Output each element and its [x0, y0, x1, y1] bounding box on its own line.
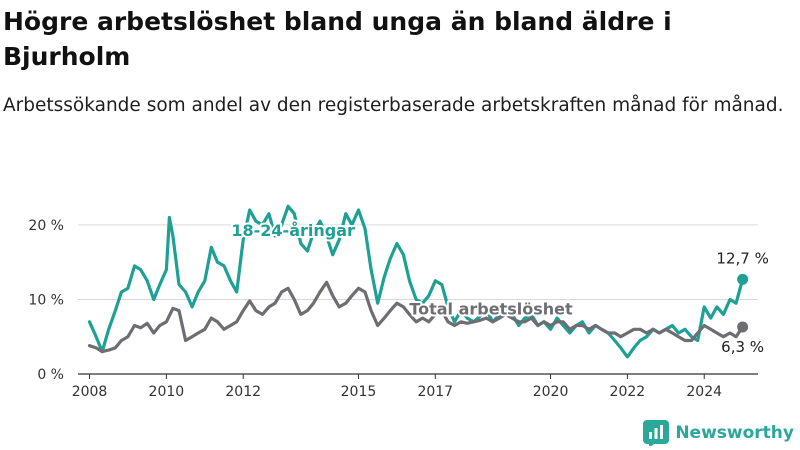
newsworthy-logo-icon	[643, 420, 670, 446]
x-tick-label: 2015	[341, 384, 377, 400]
end-point-total	[737, 321, 749, 333]
x-tick-label: 2010	[149, 384, 185, 400]
series-label-youth: 18-24-åringar	[231, 221, 355, 240]
x-tick-label: 2017	[417, 384, 453, 400]
x-tick-label: 2020	[533, 384, 569, 400]
newsworthy-logo[interactable]: Newsworthy	[643, 420, 794, 446]
chart-subtitle: Arbetssökande som andel av den registerb…	[3, 95, 784, 116]
end-value-label-total: 6,3 %	[721, 338, 764, 356]
series-line-youth	[87, 204, 745, 359]
x-tick-label: 2024	[686, 384, 722, 400]
y-tick-label: 10 %	[28, 292, 64, 308]
chart-title: Högre arbetslöshet bland unga än bland ä…	[3, 7, 672, 71]
x-tick-label: 2008	[72, 384, 108, 400]
y-tick-label: 20 %	[28, 218, 64, 234]
x-tick-label: 2022	[610, 384, 646, 400]
series-label-total: Total arbetslöshet	[409, 299, 573, 318]
newsworthy-logo-text: Newsworthy	[675, 423, 794, 443]
series-line-total	[87, 280, 745, 354]
end-value-label-youth: 12,7 %	[716, 249, 768, 267]
end-point-youth	[737, 273, 749, 285]
x-tick-label: 2012	[225, 384, 261, 400]
y-tick-label: 0 %	[37, 367, 64, 383]
line-chart: 0 % 10 % 20 % 2008 2010 2012 2015 2017 2020 2022 2…	[28, 204, 771, 400]
